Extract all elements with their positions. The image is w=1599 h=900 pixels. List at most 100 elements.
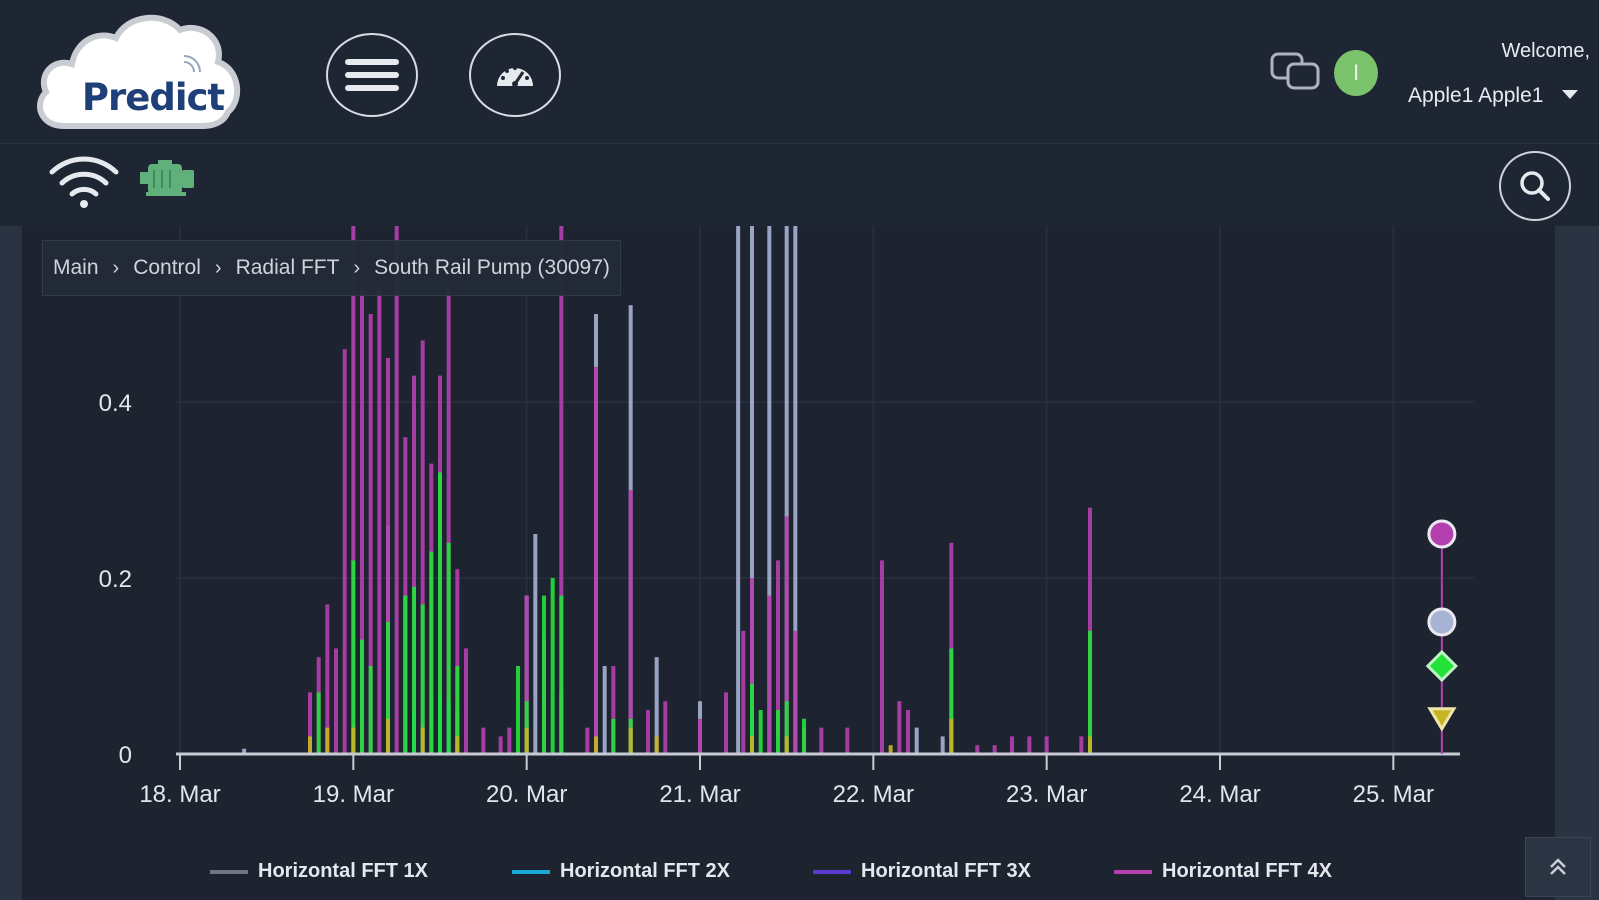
menu-button[interactable] (326, 33, 418, 117)
x-tick-label: 20. Mar (486, 781, 567, 808)
device-status-bar (0, 144, 1599, 226)
spike-bar (360, 287, 364, 754)
spike-bar (663, 701, 668, 754)
spike-bar (325, 604, 330, 754)
spike-bar (741, 630, 746, 754)
spike-bar (368, 314, 373, 754)
predict-logo[interactable]: Predict (34, 8, 242, 136)
spike-bar (524, 595, 529, 754)
dashboard-button[interactable] (469, 33, 561, 117)
spike-bar (559, 595, 564, 754)
search-button[interactable] (1499, 151, 1571, 221)
spike-bar (646, 710, 650, 754)
spike-bar (533, 534, 538, 754)
spike-bar (1088, 630, 1092, 754)
legend-item-3x[interactable]: Horizontal FFT 3X (813, 860, 1031, 883)
spike-bar (455, 736, 460, 754)
spike-bar (481, 727, 486, 754)
spike-bar (559, 226, 564, 754)
chevron-down-icon[interactable] (1562, 90, 1578, 100)
spike-bar (654, 736, 659, 754)
motor-icon[interactable] (140, 160, 196, 198)
spike-bar (446, 287, 451, 754)
spike-bar (1079, 736, 1084, 754)
spike-bar (767, 226, 772, 754)
spike-bar (394, 226, 399, 754)
spike-bar (368, 666, 373, 754)
breadcrumb-device: South Rail Pump (30097) (374, 256, 610, 279)
spike-bar (724, 692, 728, 754)
spike-bar (455, 666, 460, 754)
left-panel-edge (0, 226, 22, 900)
y-tick-label: 0.4 (99, 390, 132, 417)
spike-bar (949, 648, 954, 754)
legend-item-4x[interactable]: Horizontal FFT 4X (1114, 860, 1332, 883)
top-navbar (0, 0, 1599, 144)
search-icon (1520, 171, 1550, 201)
spike-bar (342, 349, 347, 754)
spike-bar (793, 226, 798, 754)
legend-swatch (1114, 869, 1152, 874)
chevron-double-up-icon (1550, 858, 1566, 875)
spike-bar (897, 701, 902, 754)
x-tick-label: 22. Mar (833, 781, 914, 808)
legend-label: Horizontal FFT 4X (1162, 860, 1332, 882)
spike-bar (403, 595, 408, 754)
latest-marker (1427, 519, 1457, 549)
spike-bar (420, 340, 425, 754)
spike-bar (516, 666, 520, 754)
spike-bar (992, 745, 997, 754)
legend-swatch (210, 869, 248, 874)
spike-bar (888, 745, 893, 754)
gauge-icon (497, 66, 533, 87)
spike-bar (611, 666, 616, 754)
breadcrumb-main[interactable]: Main (53, 256, 99, 279)
spike-bar (750, 226, 754, 754)
spike-bar (403, 437, 408, 754)
spike-bar (446, 542, 451, 754)
fft-chart[interactable]: 0 0.2 0.4 18. Mar 19. Mar 20. Mar 21. Mar 22. M… (22, 226, 1555, 860)
cloud-icon (37, 14, 240, 129)
spike-bar (429, 551, 434, 754)
legend-item-2x[interactable]: Horizontal FFT 2X (512, 860, 730, 883)
legend-item-1x[interactable]: Horizontal FFT 1X (210, 860, 428, 883)
spike-bar (334, 648, 338, 754)
spike-bar (524, 701, 529, 754)
latest-marker (1427, 607, 1457, 637)
y-tick-label: 0 (119, 742, 132, 769)
legend-label: Horizontal FFT 3X (861, 860, 1031, 882)
user-menu[interactable]: Apple1 Apple1 (1408, 84, 1544, 107)
x-tick-label: 24. Mar (1179, 781, 1260, 808)
spike-bar (412, 586, 416, 754)
spike-bar (420, 604, 425, 754)
spike-bar (784, 736, 789, 754)
legend-label: Horizontal FFT 2X (560, 860, 730, 882)
avatar[interactable]: I (1334, 50, 1378, 96)
spike-bar (351, 560, 356, 754)
spike-bar (736, 226, 741, 754)
breadcrumb-radial-fft[interactable]: Radial FFT (235, 256, 340, 279)
spike-bar (308, 736, 312, 754)
spike-bar (906, 710, 910, 754)
spike-bar (819, 727, 824, 754)
x-tick-label: 25. Mar (1353, 781, 1434, 808)
right-panel-edge (1555, 226, 1599, 900)
spike-bar (784, 516, 789, 754)
spike-bar (975, 745, 980, 754)
chart-legend: Horizontal FFT 1X Horizontal FFT 2X Hori… (0, 860, 1599, 890)
spike-bar (602, 666, 607, 754)
x-tick-label: 18. Mar (139, 781, 220, 808)
messages-icon[interactable] (1270, 52, 1324, 92)
spike-bar (325, 727, 330, 754)
spike-bar (628, 727, 633, 754)
spike-bar (758, 710, 763, 754)
spike-bar (455, 569, 460, 754)
wifi-icon (49, 156, 119, 208)
logo-text: Predict (81, 76, 225, 119)
scroll-to-top-button[interactable] (1525, 837, 1591, 897)
spike-bar (784, 701, 789, 754)
spike-bar (654, 657, 659, 754)
spike-bar (351, 727, 356, 754)
spike-bar (628, 490, 633, 754)
breadcrumb-control[interactable]: Control (133, 256, 201, 279)
